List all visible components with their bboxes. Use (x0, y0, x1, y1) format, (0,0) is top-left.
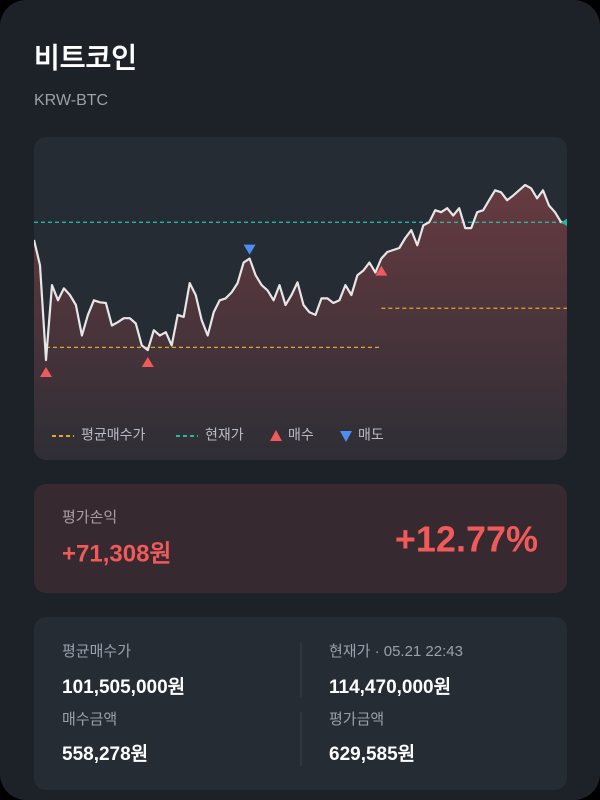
legend-label: 매수 (288, 427, 314, 443)
current-marker (561, 217, 567, 228)
stats-card (34, 617, 567, 790)
stat-label: 현재가 · 05.21 22:43 (329, 643, 463, 660)
pnl-amount: +71,308원 (62, 540, 172, 567)
pnl-rate: +12.77% (395, 519, 538, 560)
legend-label: 평균매수가 (81, 427, 146, 443)
buy-marker (141, 357, 154, 368)
sell-marker (243, 244, 256, 255)
stat-label: 평균매수가 (62, 643, 131, 660)
legend: 평균매수가 현재가 매수 매도 (52, 427, 384, 443)
legend-label: 매도 (358, 427, 384, 443)
stat-label: 매수금액 (62, 711, 117, 728)
pnl-label: 평가손익 (62, 509, 117, 526)
stat-label: 평가금액 (329, 711, 384, 728)
plot (34, 183, 567, 460)
area (34, 185, 567, 460)
pnl-card (34, 484, 567, 593)
buy-marker (375, 265, 388, 276)
legend-swatch (340, 431, 352, 442)
legend-label: 현재가 (205, 427, 244, 443)
stat-value: 101,505,000원 (62, 676, 185, 698)
legend-swatch (270, 430, 282, 441)
stat-value: 114,470,000원 (329, 676, 451, 698)
title: 비트코인 (34, 42, 137, 73)
stat-value: 629,585원 (329, 743, 415, 765)
subtitle: KRW-BTC (34, 92, 108, 109)
stat-value: 558,278원 (62, 743, 148, 765)
price-line (34, 183, 567, 362)
buy-marker (39, 367, 52, 377)
